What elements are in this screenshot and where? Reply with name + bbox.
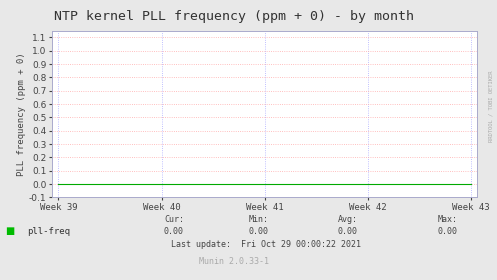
Y-axis label: PLL frequency (ppm + 0): PLL frequency (ppm + 0)	[17, 52, 26, 176]
Text: 0.00: 0.00	[338, 227, 358, 235]
Text: 0.00: 0.00	[437, 227, 457, 235]
Text: Munin 2.0.33-1: Munin 2.0.33-1	[199, 257, 268, 266]
Text: ■: ■	[5, 226, 14, 236]
Text: 0.00: 0.00	[248, 227, 268, 235]
Text: Last update:  Fri Oct 29 00:00:22 2021: Last update: Fri Oct 29 00:00:22 2021	[171, 240, 361, 249]
Text: Cur:: Cur:	[164, 215, 184, 224]
Text: 0.00: 0.00	[164, 227, 184, 235]
Text: Min:: Min:	[248, 215, 268, 224]
Text: pll-freq: pll-freq	[27, 227, 71, 235]
Text: Max:: Max:	[437, 215, 457, 224]
Text: RRDTOOL / TOBI OETIKER: RRDTOOL / TOBI OETIKER	[488, 71, 493, 142]
Text: Avg:: Avg:	[338, 215, 358, 224]
Text: NTP kernel PLL frequency (ppm + 0) - by month: NTP kernel PLL frequency (ppm + 0) - by …	[54, 10, 414, 23]
